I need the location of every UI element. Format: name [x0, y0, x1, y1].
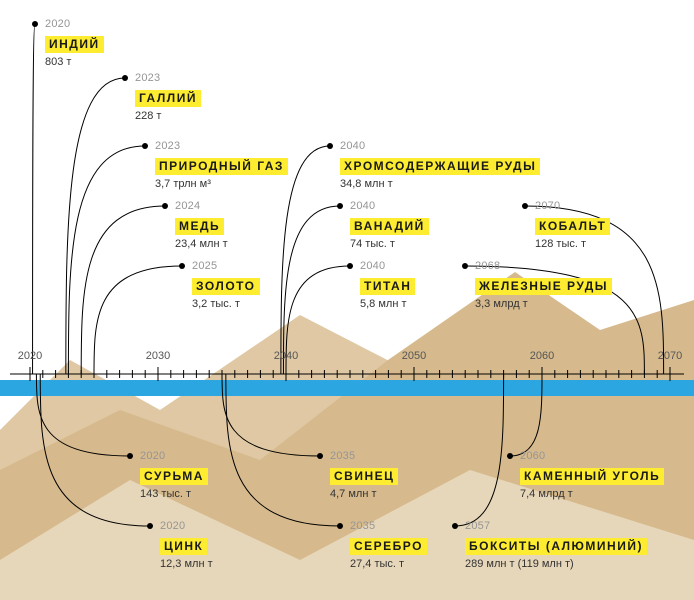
entry-cobalt: 2070 КОБАЛЬТ 128 тыс. т — [535, 200, 610, 252]
entry-year: 2020 — [45, 18, 104, 32]
dot-chrome — [327, 143, 333, 149]
dot-coal — [507, 453, 513, 459]
entry-name: ТИТАН — [360, 278, 415, 295]
entry-name: ВАНАДИЙ — [350, 218, 429, 235]
entry-year: 2023 — [135, 72, 201, 86]
dot-indium — [32, 21, 38, 27]
dot-cobalt — [522, 203, 528, 209]
entry-iron: 2068 ЖЕЛЕЗНЫЕ РУДЫ 3,3 млрд т — [475, 260, 612, 312]
entry-zinc: 2020 ЦИНК 12,3 млн т — [160, 520, 213, 572]
dot-gold — [179, 263, 185, 269]
entry-vanad: 2040 ВАНАДИЙ 74 тыс. т — [350, 200, 429, 252]
entry-name: ИНДИЙ — [45, 36, 104, 53]
entry-indium: 2020 ИНДИЙ 803 т — [45, 18, 104, 70]
entry-amount: 27,4 тыс. т — [350, 558, 427, 572]
dot-vanad — [337, 203, 343, 209]
entry-amount: 3,7 трлн м³ — [155, 178, 288, 192]
entry-amount: 74 тыс. т — [350, 238, 429, 252]
axis-year-2060: 2060 — [530, 350, 554, 362]
entry-amount: 7,4 млрд т — [520, 488, 664, 502]
dot-zinc — [147, 523, 153, 529]
dot-titan — [347, 263, 353, 269]
entry-amount: 4,7 млн т — [330, 488, 398, 502]
entry-amount: 3,2 тыс. т — [192, 298, 260, 312]
entry-amount: 23,4 млн т — [175, 238, 228, 252]
entry-amount: 3,3 млрд т — [475, 298, 612, 312]
entry-name: КАМЕННЫЙ УГОЛЬ — [520, 468, 664, 485]
timeline-infographic: 2020203020402050206020702020ИНДИЙ803 т20… — [0, 0, 694, 600]
entry-lead: 2035 СВИНЕЦ 4,7 млн т — [330, 450, 398, 502]
entry-coal: 2060 КАМЕННЫЙ УГОЛЬ 7,4 млрд т — [520, 450, 664, 502]
water-band — [0, 380, 694, 396]
entry-amount: 143 тыс. т — [140, 488, 208, 502]
entry-silver: 2035 СЕРЕБРО 27,4 тыс. т — [350, 520, 427, 572]
connector-gas — [68, 146, 145, 374]
entry-gas: 2023 ПРИРОДНЫЙ ГАЗ 3,7 трлн м³ — [155, 140, 288, 192]
entry-name: СВИНЕЦ — [330, 468, 398, 485]
dot-gas — [142, 143, 148, 149]
entry-amount: 12,3 млн т — [160, 558, 213, 572]
axis-year-2040: 2040 — [274, 350, 298, 362]
entry-baux: 2057 БОКСИТЫ (АЛЮМИНИЙ) 289 млн т (119 млн… — [465, 520, 647, 572]
entry-amount: 34,8 млн т — [340, 178, 540, 192]
dot-copper — [162, 203, 168, 209]
dot-baux — [452, 523, 458, 529]
entry-year: 2020 — [160, 520, 213, 534]
entry-year: 2024 — [175, 200, 228, 214]
axis-year-2070: 2070 — [658, 350, 682, 362]
entry-gold: 2025 ЗОЛОТО 3,2 тыс. т — [192, 260, 260, 312]
entry-name: ГАЛЛИЙ — [135, 90, 201, 107]
dot-iron — [462, 263, 468, 269]
connector-indium — [33, 24, 35, 374]
entry-amount: 228 т — [135, 110, 201, 124]
axis-year-2020: 2020 — [18, 350, 42, 362]
entry-amount: 803 т — [45, 56, 104, 70]
entry-year: 2040 — [360, 260, 415, 274]
entry-name: ЗОЛОТО — [192, 278, 260, 295]
entry-year: 2040 — [350, 200, 429, 214]
entry-amount: 289 млн т (119 млн т) — [465, 558, 647, 572]
entry-copper: 2024 МЕДЬ 23,4 млн т — [175, 200, 228, 252]
entry-year: 2068 — [475, 260, 612, 274]
entry-year: 2057 — [465, 520, 647, 534]
entry-antim: 2020 СУРЬМА 143 тыс. т — [140, 450, 208, 502]
entry-gallium: 2023 ГАЛЛИЙ 228 т — [135, 72, 201, 124]
connector-copper — [81, 206, 165, 374]
axis-year-2030: 2030 — [146, 350, 170, 362]
entry-name: БОКСИТЫ (АЛЮМИНИЙ) — [465, 538, 647, 555]
axis-year-2050: 2050 — [402, 350, 426, 362]
entry-year: 2035 — [350, 520, 427, 534]
entry-name: СУРЬМА — [140, 468, 208, 485]
entry-name: ПРИРОДНЫЙ ГАЗ — [155, 158, 288, 175]
entry-amount: 5,8 млн т — [360, 298, 415, 312]
connector-gallium — [66, 78, 125, 374]
entry-name: СЕРЕБРО — [350, 538, 427, 555]
dot-silver — [337, 523, 343, 529]
dot-antim — [127, 453, 133, 459]
entry-year: 2023 — [155, 140, 288, 154]
entry-titan: 2040 ТИТАН 5,8 млн т — [360, 260, 415, 312]
entry-year: 2070 — [535, 200, 610, 214]
entry-name: МЕДЬ — [175, 218, 224, 235]
entry-year: 2040 — [340, 140, 540, 154]
entry-year: 2060 — [520, 450, 664, 464]
entry-name: ЦИНК — [160, 538, 207, 555]
entry-chrome: 2040 ХРОМСОДЕРЖАЩИЕ РУДЫ 34,8 млн т — [340, 140, 540, 192]
entry-name: КОБАЛЬТ — [535, 218, 610, 235]
entry-name: ХРОМСОДЕРЖАЩИЕ РУДЫ — [340, 158, 540, 175]
entry-year: 2020 — [140, 450, 208, 464]
entry-year: 2025 — [192, 260, 260, 274]
entry-amount: 128 тыс. т — [535, 238, 610, 252]
entry-year: 2035 — [330, 450, 398, 464]
dot-gallium — [122, 75, 128, 81]
entry-name: ЖЕЛЕЗНЫЕ РУДЫ — [475, 278, 612, 295]
dot-lead — [317, 453, 323, 459]
